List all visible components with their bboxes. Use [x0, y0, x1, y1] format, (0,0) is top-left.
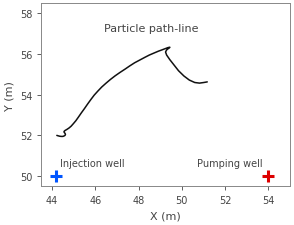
Y-axis label: Y (m): Y (m) [4, 80, 14, 110]
X-axis label: X (m): X (m) [150, 211, 181, 221]
Text: Injection well: Injection well [60, 158, 125, 168]
Text: Particle path-line: Particle path-line [104, 24, 199, 34]
Text: Pumping well: Pumping well [197, 158, 263, 168]
